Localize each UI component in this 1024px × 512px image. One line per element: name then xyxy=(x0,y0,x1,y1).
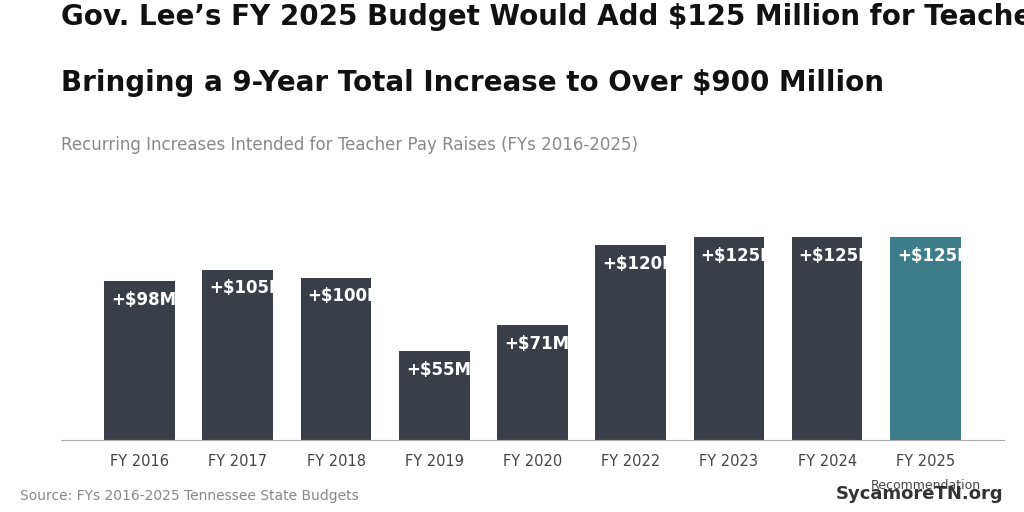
Bar xyxy=(792,237,862,440)
Text: +$125M: +$125M xyxy=(897,247,974,265)
Text: +$100M: +$100M xyxy=(307,287,384,306)
Bar xyxy=(203,270,273,440)
Text: +$71M: +$71M xyxy=(504,335,569,353)
Bar xyxy=(301,278,372,440)
Text: SycamoreTN.org: SycamoreTN.org xyxy=(836,485,1004,503)
Bar xyxy=(693,237,764,440)
Text: Recurring Increases Intended for Teacher Pay Raises (FYs 2016-2025): Recurring Increases Intended for Teacher… xyxy=(61,136,638,154)
Text: +$120M: +$120M xyxy=(602,255,679,273)
Bar xyxy=(104,281,175,440)
Bar xyxy=(399,351,470,440)
Text: +$125M: +$125M xyxy=(700,247,777,265)
Text: +$55M: +$55M xyxy=(406,360,471,379)
Bar xyxy=(497,325,568,440)
Text: Source: FYs 2016-2025 Tennessee State Budgets: Source: FYs 2016-2025 Tennessee State Bu… xyxy=(20,489,359,503)
Text: +$125M: +$125M xyxy=(799,247,876,265)
Text: Bringing a 9-Year Total Increase to Over $900 Million: Bringing a 9-Year Total Increase to Over… xyxy=(61,69,885,97)
Text: Recommendation: Recommendation xyxy=(870,479,980,492)
Bar xyxy=(890,237,961,440)
Text: +$98M: +$98M xyxy=(112,291,176,309)
Text: Gov. Lee’s FY 2025 Budget Would Add $125 Million for Teacher Pay,: Gov. Lee’s FY 2025 Budget Would Add $125… xyxy=(61,3,1024,31)
Bar xyxy=(595,245,666,440)
Text: +$105M: +$105M xyxy=(209,280,286,297)
